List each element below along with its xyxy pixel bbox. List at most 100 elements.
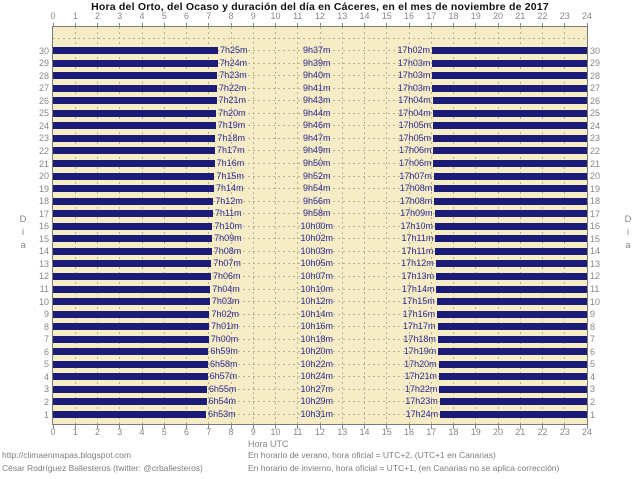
- day-gridline: [53, 275, 587, 277]
- day-length-label: 9h41m: [303, 82, 331, 93]
- hour-tick-label-bottom: 23: [559, 427, 570, 437]
- day-number-left: 19: [38, 183, 49, 194]
- hour-tick-mark-top: [119, 23, 121, 27]
- sunrise-time-label: 7h17m: [217, 145, 245, 156]
- day-number-right: 26: [590, 95, 601, 106]
- hour-tick-label-bottom: 9: [250, 427, 256, 437]
- sunrise-time-label: 6h55m: [208, 383, 237, 394]
- sunset-time-label: 17h11m: [401, 233, 434, 244]
- hour-tick-mark-top: [97, 23, 98, 27]
- credit-url: http://climaenmapas.blogspot.com: [2, 450, 131, 460]
- day-length-label: 10h29m: [300, 396, 334, 407]
- day-gridline: [53, 150, 587, 152]
- hour-tick-mark-top: [52, 23, 54, 27]
- day-length-label: 10h05m: [300, 258, 334, 269]
- day-number-right: 16: [590, 221, 601, 232]
- day-length-label: 10h18m: [300, 333, 334, 344]
- sunset-time-label: 17h20m: [404, 358, 437, 369]
- note-summer-time: En horario de verano, hora oficial = UTC…: [248, 450, 496, 460]
- hour-tick-mark-bottom: [74, 425, 76, 429]
- day-number-left: 29: [38, 58, 49, 69]
- day-number-right: 28: [590, 70, 601, 81]
- night-bar-before-sunrise: [53, 373, 208, 381]
- day-number-left: 9: [43, 309, 49, 320]
- day-number-left: 22: [38, 145, 49, 156]
- day-length-label: 9h39m: [303, 57, 331, 68]
- hour-tick-label-bottom: 5: [161, 427, 167, 437]
- hour-tick-label-top: 4: [139, 11, 145, 21]
- night-bar-after-sunset: [434, 210, 587, 218]
- day-number-right: 3: [590, 384, 596, 395]
- sunset-time-label: 17h15m: [402, 296, 435, 307]
- hour-tick-label-bottom: 16: [403, 427, 414, 437]
- hour-tick-mark-top: [230, 23, 232, 27]
- hour-tick-label-top: 2: [94, 11, 100, 21]
- sunset-time-label: 17h03m: [397, 70, 431, 81]
- day-gridline: [53, 363, 587, 365]
- day-number-left: 27: [38, 83, 49, 94]
- night-bar-before-sunrise: [53, 97, 217, 105]
- day-length-label: 10h10m: [300, 283, 334, 294]
- night-bar-after-sunset: [432, 59, 587, 67]
- night-bar-before-sunrise: [53, 222, 213, 230]
- day-gridline: [53, 213, 587, 215]
- hour-tick-mark-bottom: [408, 425, 410, 429]
- day-number-left: 20: [38, 171, 49, 182]
- day-gridline: [53, 288, 587, 290]
- day-length-label: 9h50m: [303, 158, 331, 168]
- sunrise-time-label: 7h02m: [211, 308, 240, 319]
- y-axis-title-char: í: [626, 227, 630, 238]
- hour-tick-label-bottom: 11: [293, 427, 303, 437]
- night-bar-after-sunset: [437, 335, 587, 343]
- day-number-right: 25: [590, 108, 601, 119]
- hour-tick-mark-top: [386, 23, 388, 27]
- night-bar-after-sunset: [438, 348, 587, 356]
- sunset-time-label: 17h08m: [399, 195, 433, 206]
- sunrise-time-label: 6h59m: [210, 346, 238, 357]
- hour-tick-mark-bottom: [497, 425, 499, 429]
- sunrise-time-label: 6h58m: [210, 358, 238, 369]
- day-length-label: 9h58m: [303, 208, 331, 219]
- hour-gridline: [297, 27, 299, 424]
- day-length-label: 10h02m: [300, 233, 334, 244]
- sunrise-time-label: 7h14m: [215, 183, 244, 194]
- night-bar-before-sunrise: [53, 47, 219, 55]
- sunset-time-label: 17h19m: [403, 346, 437, 357]
- night-bar-before-sunrise: [53, 247, 212, 255]
- day-number-left: 1: [43, 409, 49, 420]
- hour-tick-label-bottom: 2: [94, 427, 100, 437]
- night-bar-after-sunset: [431, 47, 587, 55]
- day-length-label: 9h54m: [303, 183, 331, 194]
- hour-tick-label-bottom: 12: [314, 427, 325, 437]
- day-length-label: 10h03m: [300, 245, 334, 256]
- night-bar-before-sunrise: [53, 385, 207, 393]
- y-axis-title-char: D: [624, 214, 632, 225]
- hour-tick-mark-top: [341, 23, 343, 27]
- night-bar-before-sunrise: [53, 272, 211, 280]
- day-gridline: [53, 238, 587, 240]
- day-length-label: 10h24m: [300, 371, 334, 382]
- day-gridline: [53, 87, 587, 89]
- hour-tick-mark-top: [364, 23, 365, 27]
- day-gridline: [53, 125, 587, 127]
- day-number-right: 18: [590, 196, 601, 207]
- sunset-time-label: 17h04m: [398, 107, 431, 118]
- night-bar-after-sunset: [432, 109, 587, 117]
- day-number-right: 23: [590, 133, 601, 144]
- sunrise-time-label: 7h08m: [213, 245, 242, 256]
- hour-tick-mark-bottom: [586, 425, 588, 429]
- day-gridline: [53, 376, 587, 378]
- hour-tick-label-bottom: 8: [228, 427, 234, 437]
- hour-tick-label-bottom: 10: [270, 427, 281, 437]
- hour-tick-label-bottom: 0: [50, 427, 56, 437]
- day-gridline: [53, 137, 587, 139]
- night-bar-after-sunset: [439, 385, 587, 393]
- hour-tick-label-top: 3: [117, 11, 123, 21]
- night-bar-after-sunset: [434, 185, 587, 193]
- day-number-left: 5: [43, 359, 49, 370]
- sunrise-time-label: 7h18m: [217, 132, 245, 143]
- plot-area: 7h25m 9h37m 17h02m 7h24m 9h39m 17h03m 7h23m 9h4…: [52, 26, 588, 425]
- hour-tick-mark-bottom: [542, 425, 543, 429]
- day-length-label: 10h14m: [300, 308, 334, 319]
- night-bar-after-sunset: [436, 285, 587, 293]
